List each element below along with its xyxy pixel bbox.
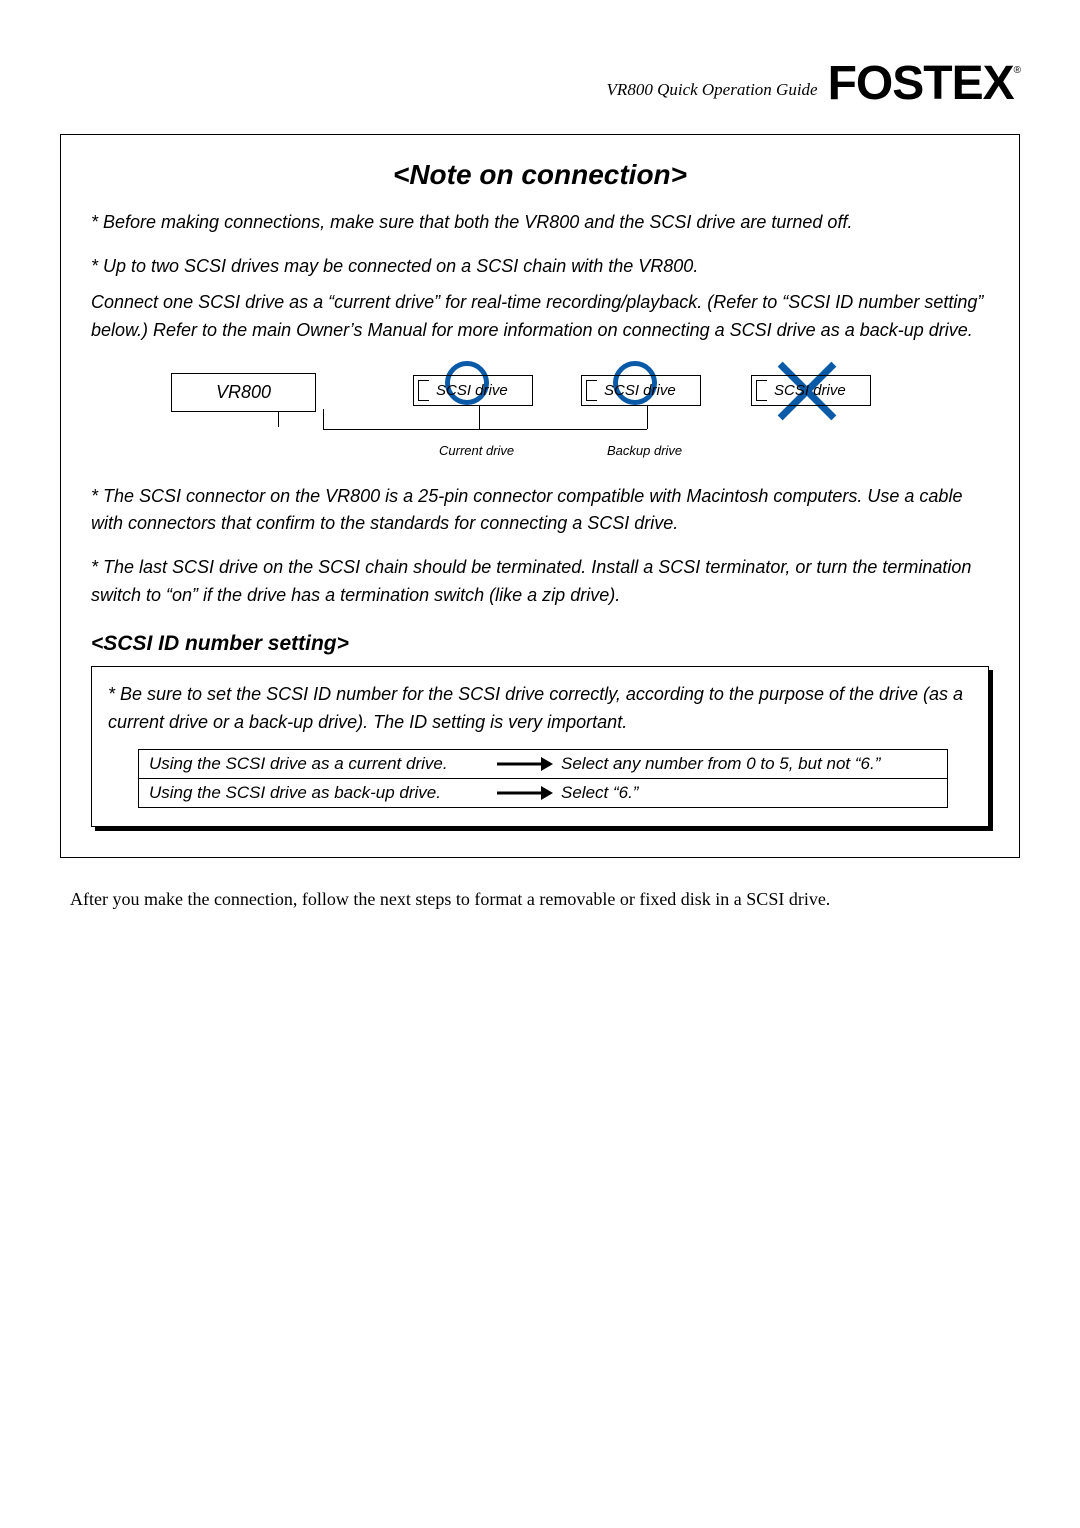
note-on-connection-box: <Note on connection> * Before making con… — [60, 134, 1020, 858]
scsi-id-heading: <SCSI ID number setting> — [91, 632, 989, 656]
id-row-left: Using the SCSI drive as a current drive. — [149, 754, 489, 774]
note-title: <Note on connection> — [91, 159, 989, 191]
arrow-icon — [497, 759, 553, 769]
scsi-id-table: Using the SCSI drive as a current drive.… — [138, 749, 948, 808]
scsi-chain-diagram: VR800 SCSI drive Current drive SCSI driv… — [91, 365, 989, 465]
registered-mark: ® — [1014, 65, 1020, 76]
connector-line — [323, 409, 324, 429]
scsi-box-1: SCSI drive — [413, 375, 533, 406]
scsi-box-2: SCSI drive — [581, 375, 701, 406]
connector-line — [479, 405, 480, 429]
note-para-1: * Before making connections, make sure t… — [91, 209, 989, 237]
brand-name: FOSTEX — [828, 57, 1014, 110]
note-para-4: * The last SCSI drive on the SCSI chain … — [91, 554, 989, 610]
scsi-label-3: SCSI drive — [774, 382, 846, 399]
scsi-drive-1: SCSI drive — [413, 375, 533, 406]
scsi-label-1: SCSI drive — [436, 382, 508, 399]
backup-drive-caption: Backup drive — [607, 443, 682, 458]
trailing-paragraph: After you make the connection, follow th… — [70, 886, 1010, 913]
scsi-label-2: SCSI drive — [604, 382, 676, 399]
vr800-label: VR800 — [216, 382, 271, 402]
id-row-left: Using the SCSI drive as back-up drive. — [149, 783, 489, 803]
id-row-right: Select “6.” — [561, 783, 937, 803]
table-row: Using the SCSI drive as a current drive.… — [139, 750, 947, 778]
page-header: VR800 Quick Operation Guide FOSTEX® — [60, 60, 1020, 108]
scsi-drive-3-invalid: SCSI drive — [751, 375, 871, 406]
scsi-box-3: SCSI drive — [751, 375, 871, 406]
scsi-drive-2: SCSI drive — [581, 375, 701, 406]
scsi-id-box: * Be sure to set the SCSI ID number for … — [91, 666, 989, 827]
vr800-box: VR800 — [171, 373, 316, 412]
note-para-3: * The SCSI connector on the VR800 is a 2… — [91, 483, 989, 539]
bus-line — [323, 429, 647, 430]
current-drive-caption: Current drive — [439, 443, 514, 458]
guide-title: VR800 Quick Operation Guide — [607, 80, 818, 108]
id-row-right: Select any number from 0 to 5, but not “… — [561, 754, 937, 774]
scsi-id-intro: * Be sure to set the SCSI ID number for … — [108, 681, 972, 737]
note-para-2b: Connect one SCSI drive as a “current dri… — [91, 289, 989, 345]
connector-line — [647, 405, 648, 429]
arrow-icon — [497, 788, 553, 798]
page: VR800 Quick Operation Guide FOSTEX® <Not… — [0, 0, 1080, 1528]
note-para-2a: * Up to two SCSI drives may be connected… — [91, 253, 989, 281]
brand-logo: FOSTEX® — [828, 60, 1020, 108]
table-row: Using the SCSI drive as back-up drive. S… — [139, 778, 947, 807]
